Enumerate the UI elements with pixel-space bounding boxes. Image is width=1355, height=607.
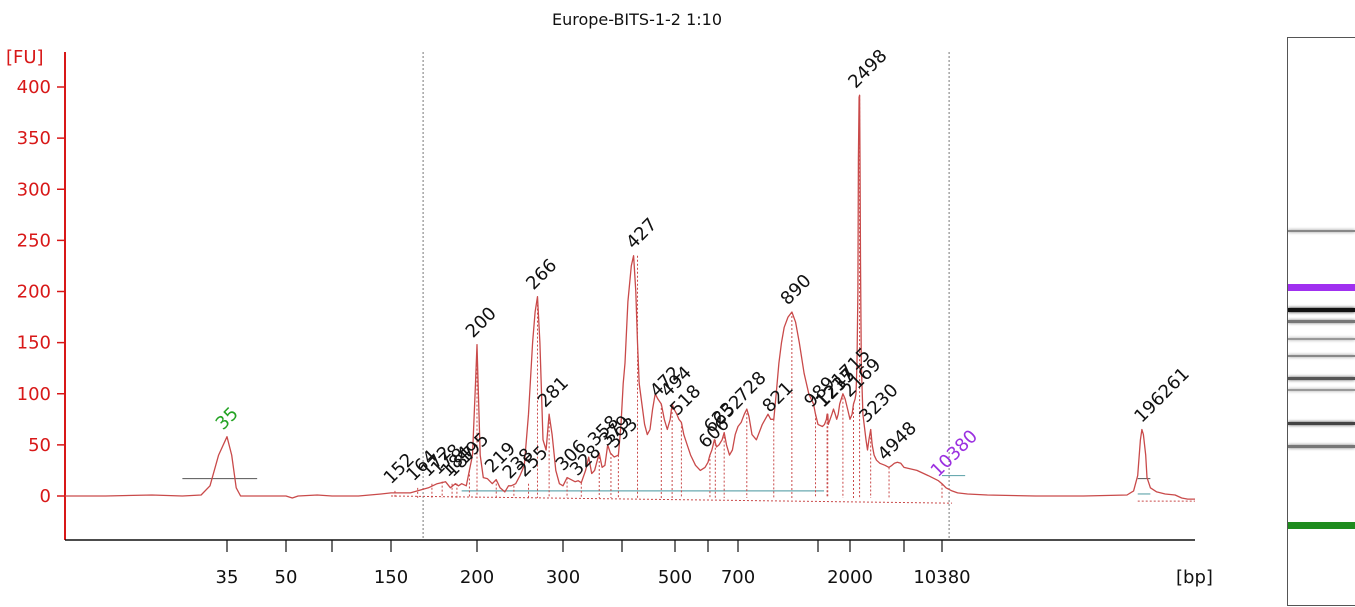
gel-band [1288,388,1355,391]
y-axis: 0 50 100 150 200 250 300 350 400 [17,52,66,540]
x-tick-label: 700 [721,567,755,588]
y-tick-label: 50 [28,435,51,456]
x-tick-label: 200 [460,567,494,588]
x-tick-label: 500 [658,567,692,588]
y-tick-label: 150 [17,333,51,354]
x-tick-label: 50 [275,567,298,588]
peak-label: 2498 [844,45,891,92]
gel-band [1288,229,1355,232]
x-tick-label: 10380 [913,567,970,588]
gel-band [1288,444,1355,448]
chart-title: Europe-BITS-1-2 1:10 [552,10,722,29]
peak-labels: 3515216417217818418719520021923825526628… [212,45,1194,488]
gel-band [1288,308,1355,313]
y-tick-label: 0 [40,486,51,507]
trace-group [65,94,1195,500]
peak-label: 281 [534,373,573,412]
trace-line [65,94,1195,500]
peak-label: 890 [777,270,816,309]
y-tick-label: 350 [17,128,51,149]
gel-band [1288,354,1355,357]
integration-baseline [390,495,953,504]
gel-band [1288,422,1355,426]
peak-label: 200 [462,303,501,342]
y-axis-unit-label: [FU] [6,47,44,68]
peak-label: 35 [212,403,243,434]
peak-label: 196261 [1130,364,1193,427]
x-tick-label: 300 [546,567,580,588]
y-tick-label: 400 [17,77,51,98]
y-tick-label: 100 [17,384,51,405]
peak-label: 4948 [874,418,921,465]
y-tick-label: 200 [17,282,51,303]
peak-label: 266 [522,255,561,294]
x-axis: 35 50 150 200 300 500 700 2000 10380 [65,539,1195,588]
gel-lane-panel [1287,37,1355,606]
y-tick-label: 250 [17,230,51,251]
x-tick-label: 35 [216,567,239,588]
peak-label: 10380 [927,426,982,481]
x-tick-label: 2000 [827,567,873,588]
gel-band [1288,337,1355,340]
electropherogram-chart: Europe-BITS-1-2 1:10 [FU] [bp] 0 50 100 150… [6,10,1213,588]
gel-band [1288,283,1355,291]
region-markers [422,52,950,540]
gel-band [1288,320,1355,323]
gel-band [1288,376,1355,380]
baselines [182,474,1195,504]
x-tick-label: 150 [374,567,408,588]
peak-drop-lines [394,95,943,499]
x-axis-unit-label: [bp] [1176,567,1213,588]
peak-label: 427 [622,214,661,253]
gel-band [1288,522,1355,530]
y-tick-label: 300 [17,179,51,200]
